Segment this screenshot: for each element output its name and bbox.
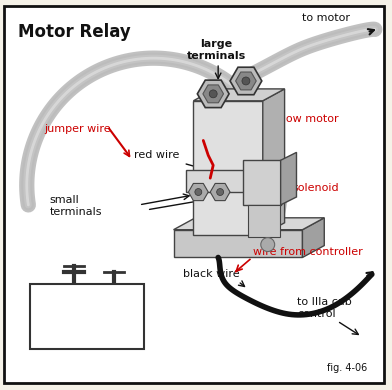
Polygon shape: [197, 80, 229, 108]
Text: small
terminals: small terminals: [49, 195, 102, 216]
Bar: [174, 230, 303, 257]
Polygon shape: [271, 160, 289, 192]
Bar: [243, 160, 281, 205]
Polygon shape: [281, 152, 296, 205]
Polygon shape: [303, 218, 324, 257]
Text: wire from controller: wire from controller: [253, 248, 363, 257]
Text: black wire: black wire: [183, 269, 240, 279]
Text: solenoid: solenoid: [292, 183, 339, 193]
Polygon shape: [236, 72, 256, 90]
Polygon shape: [263, 89, 285, 235]
Text: to IIIa cab
control: to IIIa cab control: [298, 297, 352, 319]
Text: Plow motor: Plow motor: [276, 113, 338, 124]
Polygon shape: [230, 67, 262, 95]
Text: large
terminals: large terminals: [187, 39, 246, 61]
Text: Motor Relay: Motor Relay: [18, 23, 131, 41]
Text: red wire: red wire: [134, 150, 179, 160]
Text: to motor: to motor: [303, 13, 350, 23]
Circle shape: [209, 90, 217, 98]
Circle shape: [195, 188, 202, 195]
Text: battery: battery: [65, 329, 108, 342]
Text: +: +: [56, 305, 69, 319]
Bar: [193, 101, 263, 235]
Circle shape: [242, 77, 250, 85]
Polygon shape: [210, 183, 230, 200]
Text: -: -: [106, 305, 112, 319]
Text: jumper wire: jumper wire: [45, 124, 111, 133]
Bar: [30, 284, 144, 349]
Bar: [187, 170, 271, 192]
Bar: [248, 205, 279, 237]
Polygon shape: [189, 183, 208, 200]
Circle shape: [217, 188, 223, 195]
Polygon shape: [203, 85, 223, 103]
Circle shape: [261, 238, 275, 252]
Polygon shape: [174, 218, 324, 230]
Text: fig. 4-06: fig. 4-06: [327, 363, 367, 374]
Polygon shape: [193, 89, 285, 101]
